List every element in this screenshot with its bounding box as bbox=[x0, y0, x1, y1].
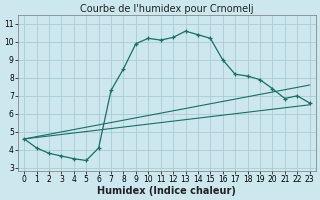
Title: Courbe de l'humidex pour Crnomelj: Courbe de l'humidex pour Crnomelj bbox=[80, 4, 254, 14]
X-axis label: Humidex (Indice chaleur): Humidex (Indice chaleur) bbox=[98, 186, 236, 196]
